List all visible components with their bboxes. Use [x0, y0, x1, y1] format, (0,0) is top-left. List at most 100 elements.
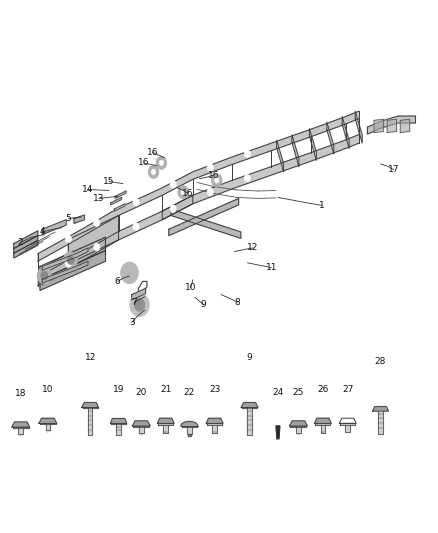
Polygon shape — [111, 423, 126, 424]
Polygon shape — [68, 215, 119, 264]
Polygon shape — [296, 433, 301, 435]
Polygon shape — [115, 191, 126, 198]
Text: 15: 15 — [103, 177, 115, 186]
Polygon shape — [133, 426, 149, 427]
Polygon shape — [181, 422, 198, 426]
Text: 28: 28 — [375, 357, 386, 366]
Text: 12: 12 — [247, 244, 259, 253]
Circle shape — [212, 174, 222, 187]
Polygon shape — [74, 215, 85, 223]
Polygon shape — [46, 424, 50, 430]
Polygon shape — [276, 426, 280, 439]
Polygon shape — [277, 140, 284, 172]
Text: 27: 27 — [342, 385, 353, 394]
Text: 22: 22 — [184, 387, 195, 397]
Polygon shape — [212, 425, 217, 433]
Circle shape — [133, 198, 139, 206]
Polygon shape — [292, 135, 299, 167]
Circle shape — [178, 185, 188, 198]
Text: 6: 6 — [115, 277, 120, 286]
Polygon shape — [290, 426, 307, 427]
Polygon shape — [162, 195, 193, 220]
Text: 14: 14 — [82, 185, 94, 194]
Text: 10: 10 — [185, 283, 196, 292]
Text: 7: 7 — [131, 298, 137, 307]
Text: 16: 16 — [147, 148, 159, 157]
Circle shape — [65, 235, 71, 243]
Circle shape — [41, 271, 48, 280]
Circle shape — [121, 262, 138, 284]
Polygon shape — [171, 209, 241, 238]
Polygon shape — [247, 408, 252, 435]
Circle shape — [170, 205, 176, 213]
Polygon shape — [346, 425, 350, 432]
Polygon shape — [38, 135, 359, 286]
Polygon shape — [315, 423, 330, 425]
Circle shape — [64, 252, 78, 269]
Polygon shape — [342, 117, 349, 149]
Polygon shape — [340, 423, 355, 425]
Polygon shape — [132, 421, 150, 426]
Polygon shape — [355, 111, 362, 143]
Polygon shape — [400, 119, 410, 133]
Text: 3: 3 — [129, 318, 134, 327]
Polygon shape — [163, 425, 168, 433]
Polygon shape — [321, 425, 325, 433]
Text: 9: 9 — [201, 300, 207, 309]
Polygon shape — [387, 119, 397, 133]
Circle shape — [244, 174, 251, 182]
Circle shape — [170, 181, 176, 188]
Polygon shape — [309, 128, 316, 160]
Polygon shape — [40, 423, 56, 424]
Text: 24: 24 — [272, 387, 283, 397]
Polygon shape — [14, 240, 38, 258]
Text: 25: 25 — [293, 387, 304, 397]
Text: 26: 26 — [317, 385, 328, 394]
Polygon shape — [206, 418, 223, 423]
Circle shape — [159, 160, 163, 165]
Polygon shape — [116, 424, 121, 435]
Polygon shape — [14, 231, 38, 248]
Text: 12: 12 — [85, 353, 96, 362]
Polygon shape — [158, 423, 173, 425]
Text: 17: 17 — [388, 165, 399, 174]
Text: 13: 13 — [93, 194, 105, 203]
Polygon shape — [18, 428, 23, 434]
Polygon shape — [290, 421, 307, 426]
Polygon shape — [110, 418, 127, 423]
Circle shape — [215, 177, 219, 183]
Text: 20: 20 — [136, 387, 147, 397]
Polygon shape — [367, 116, 416, 134]
Circle shape — [207, 164, 213, 171]
Text: 18: 18 — [15, 389, 27, 398]
Polygon shape — [13, 427, 29, 428]
Circle shape — [94, 219, 100, 227]
Text: 10: 10 — [42, 385, 53, 394]
Polygon shape — [132, 288, 146, 300]
Polygon shape — [39, 418, 57, 423]
Polygon shape — [296, 427, 301, 433]
Text: 16: 16 — [182, 189, 193, 198]
Polygon shape — [182, 426, 197, 427]
Polygon shape — [83, 407, 98, 408]
Polygon shape — [111, 197, 122, 205]
Polygon shape — [40, 237, 106, 280]
Circle shape — [130, 293, 149, 317]
Text: 1: 1 — [319, 201, 325, 210]
Text: 4: 4 — [39, 228, 45, 237]
Circle shape — [244, 150, 251, 157]
Text: 11: 11 — [265, 263, 277, 272]
Polygon shape — [241, 402, 258, 407]
Text: 19: 19 — [113, 385, 124, 394]
Polygon shape — [42, 220, 66, 235]
Circle shape — [134, 298, 145, 311]
Text: 8: 8 — [234, 297, 240, 306]
Text: 23: 23 — [209, 385, 220, 394]
Polygon shape — [40, 251, 106, 290]
Polygon shape — [314, 418, 331, 423]
Polygon shape — [12, 422, 30, 427]
Polygon shape — [157, 418, 174, 423]
Polygon shape — [38, 111, 359, 261]
Polygon shape — [18, 434, 23, 436]
Text: 21: 21 — [160, 385, 171, 394]
